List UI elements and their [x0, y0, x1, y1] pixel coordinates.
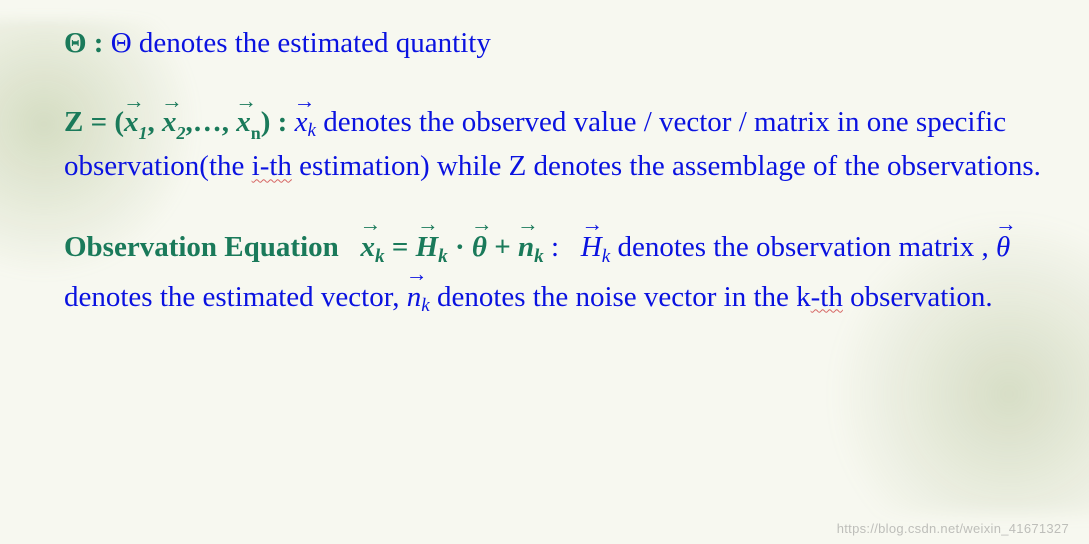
vec-Hk-2: →H — [581, 223, 602, 272]
z-desc-2: estimation) while Z denotes the assembla… — [292, 150, 1041, 182]
dash-th: -th — [811, 281, 843, 313]
colon: : — [551, 231, 559, 263]
ith-text: i-th — [252, 150, 292, 182]
sep1: , — [148, 106, 163, 138]
vec-theta-eq: →θ — [472, 223, 487, 272]
vec-x2: →x — [162, 100, 177, 145]
sub-nk-2: k — [421, 295, 430, 316]
dot-op: · — [448, 231, 472, 263]
vec-xn: →x — [236, 100, 251, 145]
obs-eq-formula: →xk = →Hk · →θ + →nk — [346, 231, 551, 263]
vec-x1: →x — [124, 100, 139, 145]
ellipsis: ,…, — [186, 106, 237, 138]
nk-desc-b: observation. — [843, 281, 993, 313]
nk-desc-a: denotes the noise vector in the k — [430, 281, 811, 313]
vec-xk: →x — [295, 100, 308, 145]
definition-observation-equation: Observation Equation →xk = →Hk · →θ + →n… — [64, 223, 1049, 322]
sub-Hk: k — [438, 246, 448, 267]
theta-desc: denotes the estimated vector, — [64, 281, 407, 313]
slide-content: Θ : Θ denotes the estimated quantity Z =… — [0, 0, 1089, 544]
eq-sign: = — [385, 231, 416, 263]
vec-xk-eq: →x — [361, 223, 376, 272]
plus-op: + — [487, 231, 518, 263]
obs-eq-label: Observation Equation — [64, 231, 339, 263]
vec-nk-2: →n — [407, 273, 422, 322]
z-eq-open: Z = ( — [64, 106, 124, 138]
definition-z: Z = (→x1, →x2,…, →xn) : →xk denotes the … — [64, 100, 1049, 190]
z-equation: Z = (→x1, →x2,…, →xn) : — [64, 106, 295, 138]
theta-description: Θ denotes the estimated quantity — [103, 27, 490, 59]
sub-k-eq: k — [375, 246, 385, 267]
definition-theta: Θ : Θ denotes the estimated quantity — [64, 22, 1049, 66]
sub-1: 1 — [139, 123, 148, 143]
sub-2: 2 — [177, 123, 186, 143]
sub-k: k — [307, 120, 316, 141]
theta-symbol-lead: Θ : — [64, 27, 103, 59]
hk-desc: denotes the observation matrix , — [610, 231, 996, 263]
sp — [566, 231, 581, 263]
sub-n: n — [251, 123, 261, 143]
watermark: https://blog.csdn.net/weixin_41671327 — [837, 521, 1069, 536]
z-eq-close: ) : — [261, 106, 288, 138]
vec-nk-eq: →n — [518, 223, 534, 272]
vec-theta-2: →θ — [996, 223, 1010, 272]
sub-nk: k — [534, 246, 544, 267]
sub-Hk-2: k — [602, 246, 611, 267]
